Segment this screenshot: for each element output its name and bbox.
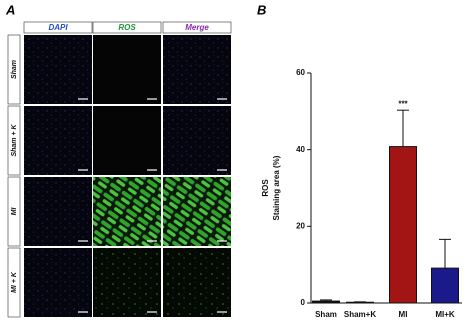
bar: [389, 146, 417, 304]
panel-label: B: [257, 2, 266, 17]
micrograph: [24, 106, 92, 175]
significance: ***: [398, 99, 408, 108]
y-tick-label: 60: [296, 68, 305, 77]
column-header-box: [162, 21, 232, 34]
x-tick-label: MI+K: [435, 310, 455, 319]
micrograph: [93, 106, 161, 175]
y-tick-label: 20: [296, 221, 305, 230]
row-label: MI: [11, 207, 18, 216]
micrograph: [163, 106, 231, 175]
micrograph: [24, 248, 92, 317]
micrograph: [163, 35, 231, 104]
micrograph-grid: DAPI ROS Merge Sham Sham + K MI MI + K: [7, 21, 232, 318]
y-axis-label: ROS: [261, 179, 270, 197]
row-label: Sham: [11, 60, 18, 79]
micrograph: [163, 177, 231, 246]
column-header-box: [92, 21, 162, 34]
x-tick-label: MI: [399, 310, 408, 319]
x-tick-label: Sham+K: [344, 310, 376, 319]
bar: [431, 267, 459, 304]
bar: [312, 300, 340, 304]
y-tick-label: 0: [301, 298, 306, 307]
column-header-box: [23, 21, 93, 34]
micrograph: [163, 248, 231, 317]
micrograph: [93, 177, 161, 246]
row-label-box: [7, 247, 21, 318]
row-label-box: [7, 34, 21, 105]
x-tick-label: Sham: [315, 310, 337, 319]
micrograph: [93, 248, 161, 317]
row-label-box: [7, 176, 21, 247]
column-header: ROS: [118, 23, 136, 32]
column-header: DAPI: [48, 23, 68, 32]
row-label: Sham + K: [11, 124, 18, 157]
bar-chart: 0 20 40 60 ROS Staining area (%) Sham Sham+K MI M…: [261, 68, 462, 319]
row-label-box: [7, 105, 21, 176]
row-label: MI + K: [11, 271, 18, 293]
micrograph: [24, 35, 92, 104]
panel-label: A: [5, 2, 15, 17]
micrograph: [24, 177, 92, 246]
y-tick-label: 40: [296, 145, 305, 154]
y-axis-label: Staining area (%): [272, 155, 281, 220]
bar: [346, 301, 374, 304]
micrograph: [93, 35, 161, 104]
column-header: Merge: [185, 23, 209, 32]
